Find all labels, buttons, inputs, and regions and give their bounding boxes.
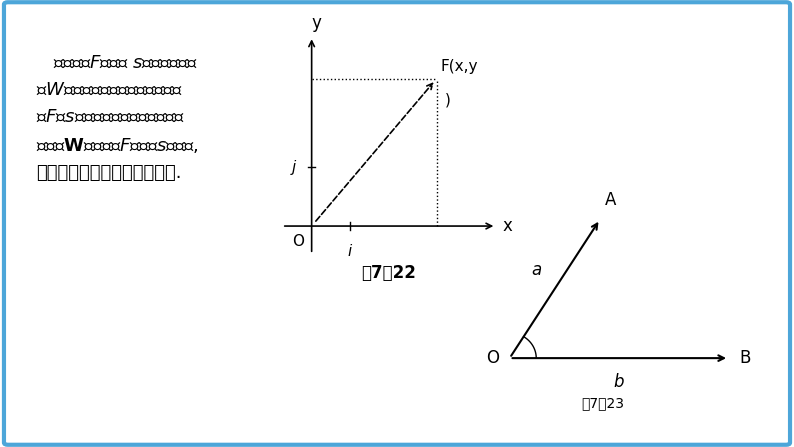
Text: i: i (348, 245, 352, 259)
Text: 图7－22: 图7－22 (361, 264, 417, 282)
Text: a: a (531, 261, 542, 279)
Text: y: y (311, 14, 322, 32)
Text: 这里，力$F$与位移 $s$都是向量，而
功$W$是一个数量，它等于由两个向
量$F$，$s$的模及它们的夹角的余弦的
乘积，$\bf{W}$叫做向量$F$与向: 这里，力$F$与位移 $s$都是向量，而 功$W$是一个数量，它等于由两个向 量… (36, 54, 198, 181)
Text: A: A (605, 191, 617, 209)
Text: b: b (614, 373, 624, 391)
Text: B: B (740, 349, 751, 367)
Text: ): ) (445, 93, 451, 108)
Text: F(x,y: F(x,y (440, 59, 478, 74)
Text: 图7－23: 图7－23 (581, 396, 624, 410)
Text: j: j (292, 160, 296, 174)
Text: O: O (486, 349, 499, 367)
Text: O: O (292, 235, 305, 249)
Text: x: x (503, 217, 512, 235)
